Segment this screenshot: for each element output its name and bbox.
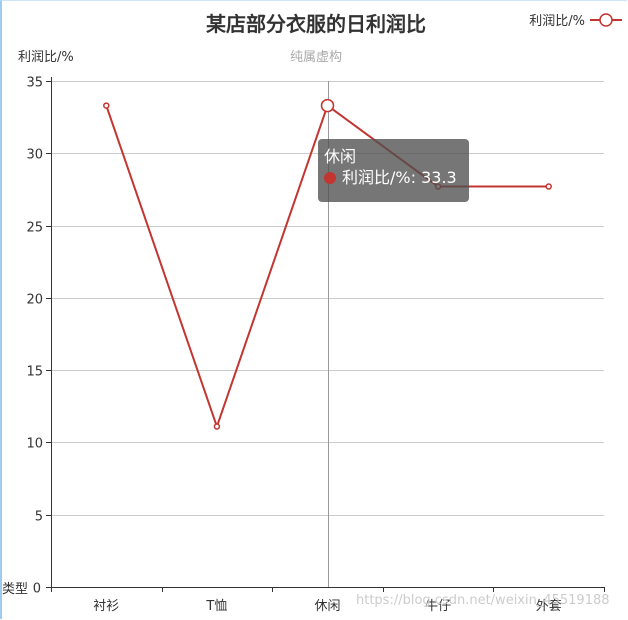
data-point[interactable] [320, 98, 335, 113]
data-point[interactable] [103, 102, 110, 109]
y-tick-label: 30 [26, 148, 43, 163]
data-point[interactable] [545, 183, 552, 190]
y-tick-label: 10 [26, 437, 43, 452]
tooltip-category: 休闲 [324, 147, 357, 166]
x-axis-label: 类型 [2, 582, 28, 597]
data-point[interactable] [213, 423, 221, 430]
y-tick-label: 20 [26, 293, 43, 308]
legend-marker-icon [599, 13, 613, 27]
x-tick-label: 外套 [536, 598, 562, 614]
x-tick-label: 牛仔 [425, 599, 451, 614]
y-tick-label: 15 [26, 365, 43, 380]
tooltip-series-name: 利润比/% [342, 168, 411, 187]
tooltip: 休闲 利润比/%: 33.3 [318, 139, 469, 202]
x-tick-label: 休闲 [314, 599, 340, 614]
tooltip-row: 利润比/%: 33.3 [324, 167, 463, 189]
y-tick-label: 0 [33, 582, 41, 597]
legend[interactable]: 利润比/% [529, 13, 622, 29]
chart-title: 某店部分衣服的日利润比 [206, 12, 426, 36]
tooltip-value: 33.3 [421, 168, 457, 187]
x-tick-label: T恤 [205, 599, 227, 614]
y-tick-label: 35 [26, 76, 43, 91]
watermark: https://blog.csdn.net/weixin_45519188 [356, 593, 610, 608]
y-axis-label: 利润比/% [18, 50, 74, 65]
tooltip-separator: : [410, 168, 422, 187]
y-tick-label: 5 [35, 510, 43, 525]
y-tick-label: 25 [26, 221, 43, 236]
chart-subtitle: 纯属虚构 [290, 50, 342, 65]
legend-label: 利润比/% [529, 14, 585, 29]
grid [51, 81, 604, 587]
x-tick-label: 衬衫 [93, 599, 119, 614]
tooltip-series-dot-icon [324, 172, 336, 184]
